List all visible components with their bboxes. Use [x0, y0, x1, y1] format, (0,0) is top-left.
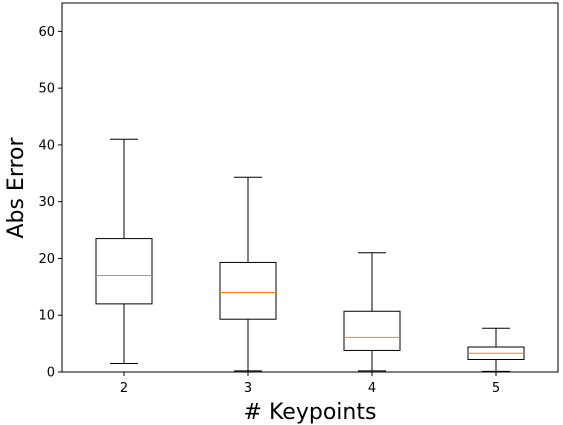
iqr-box [95, 238, 153, 305]
y-tick-label: 60 [38, 25, 55, 40]
iqr-box [343, 310, 401, 351]
box-4 [343, 252, 401, 372]
x-tick-label: 2 [120, 381, 128, 396]
y-tick-label: 0 [47, 366, 55, 381]
y-tick-label: 50 [38, 82, 55, 97]
y-tick-label: 40 [38, 138, 55, 153]
x-tick-label: 5 [492, 381, 500, 396]
x-axis-ticks: 2 3 4 5 [120, 372, 500, 396]
x-tick-label: 4 [368, 381, 376, 396]
box-2 [95, 138, 153, 364]
x-axis-label: # Keypoints [244, 400, 377, 425]
y-axis-label: Abs Error [4, 137, 29, 239]
iqr-box [219, 261, 277, 320]
y-axis-ticks: 0 10 20 30 40 50 60 [38, 25, 62, 381]
box-5 [467, 327, 525, 372]
plot-background [62, 3, 558, 372]
box-series [95, 138, 525, 372]
box-3 [219, 176, 277, 372]
y-tick-label: 10 [38, 309, 55, 324]
y-tick-label: 30 [38, 195, 55, 210]
x-tick-label: 3 [244, 381, 252, 396]
y-tick-label: 20 [38, 252, 55, 267]
plot-frame [61, 2, 559, 373]
